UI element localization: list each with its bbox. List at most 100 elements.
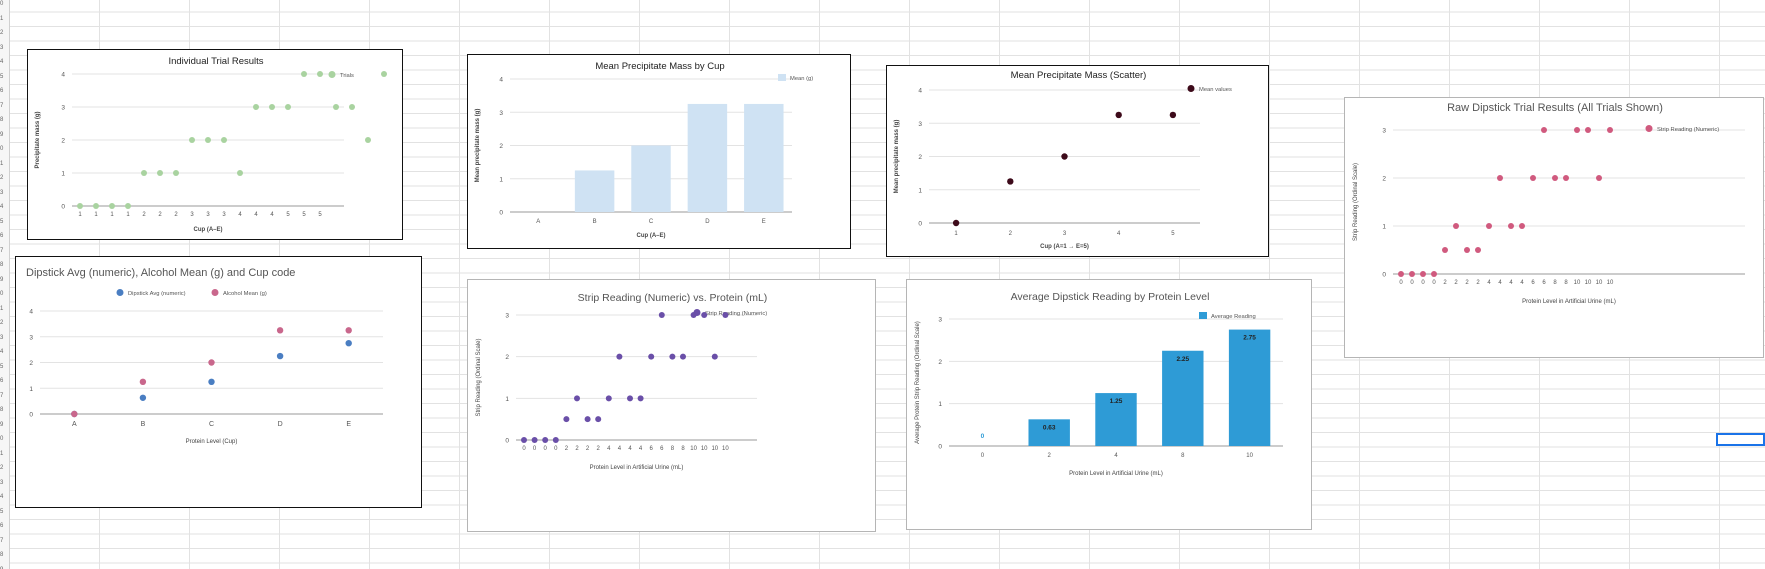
x-tick-label: 0	[1399, 280, 1403, 286]
row-number: 5	[0, 508, 4, 515]
data-point	[701, 312, 708, 318]
y-tick-label: 3	[938, 317, 942, 324]
x-tick-label: 3	[206, 212, 210, 218]
y-tick-label: 1	[918, 187, 922, 194]
data-point	[1486, 223, 1492, 229]
row-number: 0	[0, 146, 4, 152]
y-tick-label: 0	[61, 204, 65, 211]
x-tick-label: 4	[1520, 280, 1524, 286]
data-point	[542, 437, 549, 443]
chart-title: Average Dipstick Reading by Protein Leve…	[1011, 291, 1210, 303]
data-point	[301, 71, 307, 77]
data-point	[208, 378, 215, 386]
x-tick-label: 2	[1454, 280, 1458, 286]
bar	[744, 103, 784, 212]
data-point	[317, 71, 323, 77]
row-number: 1	[0, 305, 4, 312]
legend-marker	[1187, 85, 1195, 92]
data-point	[1574, 127, 1580, 133]
selected-cell[interactable]	[1716, 433, 1765, 446]
x-tick-label: 1	[110, 212, 114, 218]
data-point	[1453, 223, 1459, 229]
bar	[687, 103, 728, 212]
data-point	[531, 437, 538, 443]
x-tick-label: 1	[954, 231, 958, 237]
y-tick-label: 1	[61, 171, 65, 178]
chart-svg: Dipstick Avg (numeric), Alcohol Mean (g)…	[26, 267, 383, 445]
x-tick-label: 2	[565, 446, 569, 452]
y-axis-label: Precipitate mass (g)	[35, 111, 41, 168]
x-tick-label: 8	[671, 446, 675, 452]
y-tick-label: 0	[29, 412, 33, 419]
row-number: 7	[0, 537, 4, 544]
data-point	[1596, 175, 1602, 181]
x-tick-label: 4	[618, 446, 622, 452]
chart-individual-trial-results[interactable]: Individual Trial Results 0 1 2 3 4 Precipitate…	[27, 49, 403, 240]
x-tick-label: 0	[1432, 280, 1436, 286]
chart-mean-precipitate-mass-by-cup[interactable]: Mean Precipitate Mass by Cup 0 1 2 3 4 Mean pr…	[467, 54, 851, 249]
data-point	[237, 170, 243, 176]
chart-mean-precipitate-mass-scatter[interactable]: Mean Precipitate Mass (Scatter) 0 1 2 3 4 Mean…	[886, 65, 1269, 257]
data-point	[189, 137, 195, 143]
x-tick-label: 2	[1443, 280, 1447, 286]
legend-label: Dipstick Avg (numeric)	[128, 291, 186, 297]
data-point	[521, 437, 527, 443]
data-point	[253, 104, 259, 110]
chart-svg: Raw Dipstick Trial Results (All Trials S…	[1353, 102, 1745, 305]
chart-raw-dipstick-trial-results[interactable]: Raw Dipstick Trial Results (All Trials S…	[1344, 97, 1764, 358]
legend-label: Mean values	[1199, 87, 1232, 93]
data-point	[1497, 175, 1503, 181]
row-number: 3	[0, 479, 4, 486]
row-number: 9	[0, 276, 4, 283]
row-number: 2	[0, 175, 4, 181]
legend-swatch	[778, 74, 786, 81]
data-point	[1541, 127, 1547, 133]
chart-title: Mean Precipitate Mass by Cup	[595, 61, 724, 72]
data-point	[1585, 127, 1591, 133]
y-tick-label: 3	[505, 313, 509, 320]
x-tick-label: 4	[607, 446, 611, 452]
legend-label: Strip Reading (Numeric)	[705, 311, 767, 317]
x-tick-label: 2	[586, 446, 590, 452]
data-point	[1420, 271, 1426, 277]
data-point	[1464, 247, 1470, 253]
chart-strip-reading-vs-protein[interactable]: Strip Reading (Numeric) vs. Protein (mL)…	[467, 279, 876, 532]
x-axis-label: Cup (A–E)	[637, 233, 666, 239]
row-number: 4	[0, 494, 4, 500]
x-tick-label: D	[705, 219, 710, 225]
row-number: 7	[0, 392, 4, 399]
data-point	[139, 394, 147, 401]
data-point	[157, 170, 163, 176]
data-point	[690, 312, 697, 318]
row-headers: 0 1 2 3 4 5 6 7 8 9 0 1 2 3 4 5 6 7 8 9 0 1 2 3 4 5 6 7 8 9 0 1 2 3 4 5 6 7 8 9	[0, 0, 10, 569]
data-point	[1398, 271, 1404, 277]
data-point	[285, 104, 291, 110]
legend-marker	[211, 289, 219, 296]
data-point	[563, 416, 570, 423]
bar	[1095, 393, 1137, 446]
data-point	[952, 219, 960, 227]
chart-dipstick-alcohol-cup[interactable]: Dipstick Avg (numeric), Alcohol Mean (g)…	[15, 256, 422, 508]
y-tick-label: 0	[918, 221, 922, 228]
x-tick-label: 10	[1596, 280, 1603, 286]
x-tick-label: 10	[711, 446, 718, 452]
bar-data-label: 1.25	[1110, 398, 1123, 405]
chart-title: Strip Reading (Numeric) vs. Protein (mL)	[578, 292, 768, 304]
x-tick-label: 0	[522, 446, 526, 452]
x-tick-label: 4	[238, 212, 242, 218]
bar	[574, 170, 615, 212]
bar	[631, 145, 671, 212]
y-tick-label: 0	[505, 438, 509, 445]
x-tick-label: 2	[1465, 280, 1469, 286]
x-axis-label: Protein Level in Artificial Urine (mL)	[590, 465, 684, 471]
data-point	[1530, 175, 1536, 181]
y-tick-label: 2	[1382, 176, 1386, 183]
data-point	[1552, 175, 1558, 181]
y-tick-label: 2	[505, 354, 509, 361]
legend-label: Trials	[340, 73, 354, 79]
data-point	[595, 416, 602, 423]
data-point	[722, 312, 729, 318]
y-tick-label: 3	[29, 334, 33, 341]
chart-average-dipstick-reading[interactable]: Average Dipstick Reading by Protein Leve…	[906, 279, 1312, 530]
row-number: 0	[0, 436, 4, 442]
